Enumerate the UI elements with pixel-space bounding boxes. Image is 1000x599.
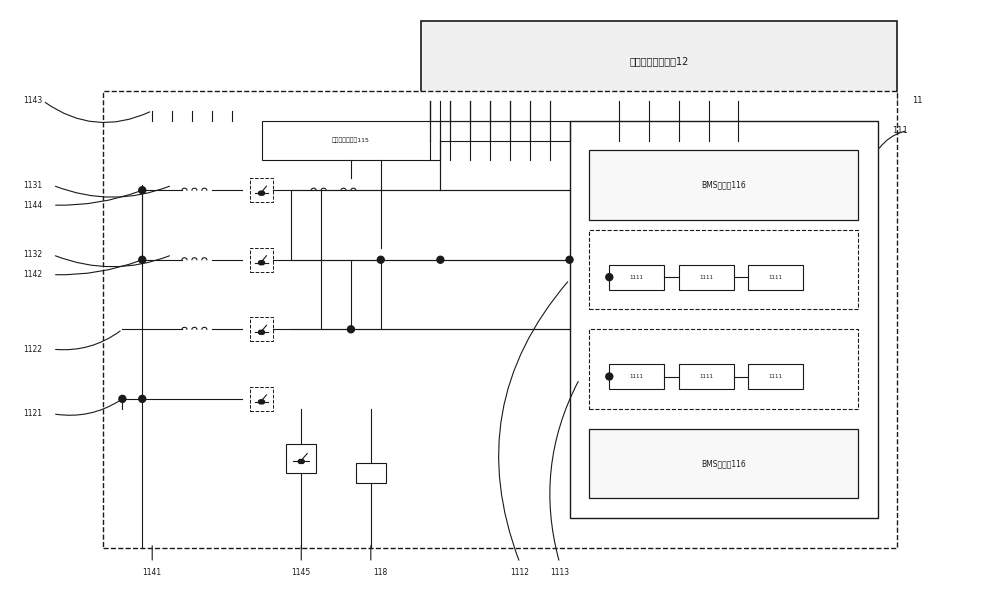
Circle shape (300, 459, 304, 464)
Circle shape (139, 187, 146, 193)
Text: 1131: 1131 (23, 181, 42, 190)
Bar (250, 248, 273, 272)
Text: 11: 11 (912, 96, 923, 105)
Text: 1111: 1111 (699, 275, 713, 280)
Bar (679, 364, 734, 389)
Circle shape (119, 395, 126, 403)
Bar (589, 150, 858, 220)
Text: 1111: 1111 (630, 374, 644, 379)
Circle shape (437, 256, 444, 263)
Circle shape (139, 395, 146, 403)
Text: BMS采集板116: BMS采集板116 (701, 459, 746, 468)
Circle shape (298, 459, 302, 464)
Bar (421, 21, 897, 101)
Circle shape (259, 400, 263, 404)
Bar (679, 265, 734, 289)
Text: 1141: 1141 (143, 568, 162, 577)
Text: 1143: 1143 (23, 96, 42, 105)
Bar (589, 230, 858, 310)
Bar (570, 120, 878, 518)
Circle shape (261, 191, 264, 195)
Text: 电池包外部控制器12: 电池包外部控制器12 (629, 56, 689, 66)
Bar (250, 387, 273, 411)
Text: 118: 118 (374, 568, 388, 577)
Circle shape (606, 274, 613, 280)
Circle shape (377, 256, 384, 263)
Circle shape (566, 256, 573, 263)
Text: 1111: 1111 (769, 374, 783, 379)
Bar (589, 429, 858, 498)
Text: 1112: 1112 (510, 568, 529, 577)
Text: 1132: 1132 (23, 250, 42, 259)
Bar (103, 91, 897, 548)
Bar (589, 329, 858, 409)
Text: 1121: 1121 (23, 409, 42, 418)
Bar (356, 464, 386, 483)
Circle shape (261, 261, 264, 265)
Bar (286, 444, 316, 473)
Bar (748, 265, 803, 289)
Circle shape (259, 191, 263, 195)
Text: 1145: 1145 (292, 568, 311, 577)
Bar (748, 364, 803, 389)
Text: 1111: 1111 (699, 374, 713, 379)
Circle shape (259, 261, 263, 265)
Text: 1122: 1122 (23, 344, 42, 353)
Bar (609, 265, 664, 289)
Bar (609, 364, 664, 389)
Circle shape (347, 326, 354, 333)
Bar (250, 317, 273, 341)
Circle shape (261, 330, 264, 334)
Text: 1113: 1113 (550, 568, 569, 577)
Text: 1111: 1111 (769, 275, 783, 280)
Circle shape (606, 373, 613, 380)
Text: 111: 111 (893, 126, 908, 135)
Text: 1142: 1142 (23, 270, 42, 279)
Circle shape (261, 400, 264, 404)
Text: 1144: 1144 (23, 201, 42, 210)
Text: 1111: 1111 (630, 275, 644, 280)
Bar (250, 179, 273, 202)
Bar (262, 120, 440, 161)
Text: BMS采集板116: BMS采集板116 (701, 181, 746, 190)
Text: 继电器控制电路115: 继电器控制电路115 (332, 138, 370, 143)
Circle shape (139, 256, 146, 263)
Circle shape (259, 330, 263, 334)
